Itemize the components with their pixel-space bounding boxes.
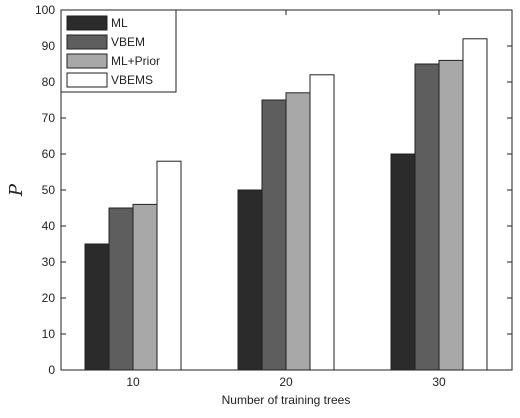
y-tick-label: 70 [42,111,56,125]
bar-vbem-10 [108,207,134,371]
y-tick-label: 10 [42,327,56,341]
bar-ml-prior-20 [285,92,311,371]
bar-ml-prior-30 [438,59,464,371]
bar-vbems-20 [309,74,335,371]
legend-label: VBEMS [111,73,153,87]
bar-ml-20 [237,189,263,371]
y-tick-label: 80 [42,75,56,89]
bars [84,38,488,371]
legend-swatch-vbems [66,72,108,88]
legend: ML VBEM ML+Prior VBEMS [60,9,177,93]
y-tick-label: 0 [48,363,55,377]
x-tick-label: 30 [432,375,446,389]
bar-vbem-20 [261,99,287,371]
y-tick-label: 40 [42,219,56,233]
y-tick-label: 30 [42,255,56,269]
y-tick-label: 50 [42,183,56,197]
bar-vbems-30 [462,38,488,371]
bar-ml-30 [390,153,416,371]
bar-ml-10 [84,243,110,371]
legend-swatch-vbem [66,34,108,50]
axis-ticks: 0 10 20 30 40 50 60 70 80 90 100 10 20 30 [35,3,512,389]
y-tick-label: 100 [35,3,55,17]
y-axis-label: P [6,183,27,197]
x-axis-label: Number of training trees [222,393,351,407]
bar-vbem-30 [414,63,440,371]
legend-label: ML [111,16,128,30]
legend-swatch-ml-prior [66,53,108,69]
x-tick-label: 10 [126,375,140,389]
bar-ml-prior-10 [132,203,158,371]
bar-vbems-10 [156,160,182,371]
legend-label: VBEM [111,35,145,49]
x-tick-label: 20 [279,375,293,389]
y-tick-label: 90 [42,39,56,53]
legend-label: ML+Prior [111,54,160,68]
legend-swatch-ml [66,15,108,31]
y-tick-label: 20 [42,291,56,305]
y-tick-label: 60 [42,147,56,161]
